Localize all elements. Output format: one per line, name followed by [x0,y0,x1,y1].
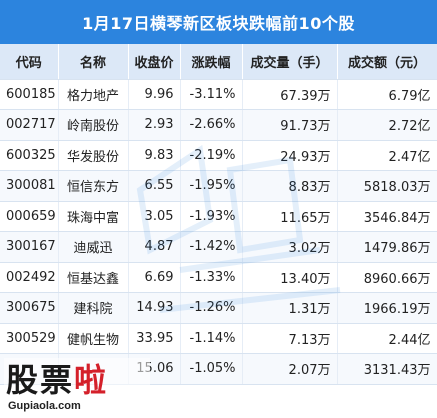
cell-change: -1.42% [180,231,243,263]
cell-volume: 67.39万 [242,79,338,110]
cell-volume: 1.31万 [242,292,338,324]
cell-close: 2.93 [128,109,181,141]
cell-amount: 8960.66万 [337,262,437,293]
header-row: 代码 名称 收盘价 涨跌幅 成交量（手） 成交额（元） [0,44,437,80]
table-row: 002717 岭南股份 2.93 -2.66% 91.73万 2.72亿 [0,109,437,141]
cell-name: 珠海中富 [58,201,129,232]
cell-change: -2.66% [180,109,243,141]
cell-code [0,353,59,385]
cell-code: 002717 [0,109,59,141]
cell-close: 6.55 [128,170,181,202]
cell-close: 9.83 [128,140,181,171]
cell-volume: 7.13万 [242,323,338,354]
table-row: 002492 恒基达鑫 6.69 -1.33% 13.40万 8960.66万 [0,262,437,293]
cell-name: 岭南股份 [58,109,129,141]
cell-volume: 2.07万 [242,353,338,385]
cell-change: -1.26% [180,292,243,324]
cell-name: 恒信东方 [58,170,129,202]
cell-close: 3.05 [128,201,181,232]
stock-table: 代码 名称 收盘价 涨跌幅 成交量（手） 成交额（元） 600185 格力地产 9.… [0,44,437,385]
cell-close: 6.69 [128,262,181,293]
cell-name: 华发股份 [58,140,129,171]
cell-code: 600325 [0,140,59,171]
col-header-name: 名称 [58,44,129,80]
table-row: 15.06 -1.05% 2.07万 3131.43万 [0,353,437,385]
cell-volume: 3.02万 [242,231,338,263]
table-row: 600185 格力地产 9.96 -3.11% 67.39万 6.79亿 [0,79,437,110]
cell-name: 建科院 [58,292,129,324]
logo-url: Gupiaola.com [8,400,81,412]
cell-code: 300081 [0,170,59,202]
cell-amount: 1966.19万 [337,292,437,324]
table-body: 600185 格力地产 9.96 -3.11% 67.39万 6.79亿 002717 岭南股… [0,79,437,385]
cell-code: 300529 [0,323,59,354]
col-header-change: 涨跌幅 [180,44,243,80]
cell-close: 33.95 [128,323,181,354]
cell-volume: 11.65万 [242,201,338,232]
cell-volume: 8.83万 [242,170,338,202]
cell-amount: 2.47亿 [337,140,437,171]
cell-change: -1.05% [180,353,243,385]
cell-amount: 6.79亿 [337,79,437,110]
cell-amount: 3131.43万 [337,353,437,385]
cell-code: 002492 [0,262,59,293]
cell-code: 000659 [0,201,59,232]
cell-amount: 5818.03万 [337,170,437,202]
cell-name: 格力地产 [58,79,129,110]
cell-amount: 2.72亿 [337,109,437,141]
cell-close: 15.06 [128,353,181,385]
table-row: 600325 华发股份 9.83 -2.19% 24.93万 2.47亿 [0,140,437,171]
col-header-code: 代码 [0,44,59,80]
cell-change: -1.95% [180,170,243,202]
cell-change: -1.14% [180,323,243,354]
cell-amount: 1479.86万 [337,231,437,263]
table-row: 300529 健帆生物 33.95 -1.14% 7.13万 2.44亿 [0,323,437,354]
cell-name: 迪威迅 [58,231,129,263]
cell-volume: 91.73万 [242,109,338,141]
cell-close: 9.96 [128,79,181,110]
cell-code: 300675 [0,292,59,324]
cell-change: -3.11% [180,79,243,110]
cell-close: 14.93 [128,292,181,324]
table-title: 1月17日横琴新区板块跌幅前10个股 [0,0,437,44]
cell-close: 4.87 [128,231,181,263]
cell-volume: 24.93万 [242,140,338,171]
col-header-amount: 成交额（元） [337,44,437,80]
cell-code: 600185 [0,79,59,110]
table-row: 300675 建科院 14.93 -1.26% 1.31万 1966.19万 [0,292,437,324]
cell-name: 恒基达鑫 [58,262,129,293]
cell-volume: 13.40万 [242,262,338,293]
table-row: 300081 恒信东方 6.55 -1.95% 8.83万 5818.03万 [0,170,437,202]
cell-name [58,353,129,385]
cell-name: 健帆生物 [58,323,129,354]
table-row: 000659 珠海中富 3.05 -1.93% 11.65万 3546.84万 [0,201,437,232]
col-header-volume: 成交量（手） [242,44,338,80]
col-header-close: 收盘价 [128,44,181,80]
cell-code: 300167 [0,231,59,263]
table-row: 300167 迪威迅 4.87 -1.42% 3.02万 1479.86万 [0,231,437,263]
cell-amount: 3546.84万 [337,201,437,232]
cell-change: -2.19% [180,140,243,171]
cell-change: -1.33% [180,262,243,293]
cell-amount: 2.44亿 [337,323,437,354]
cell-change: -1.93% [180,201,243,232]
